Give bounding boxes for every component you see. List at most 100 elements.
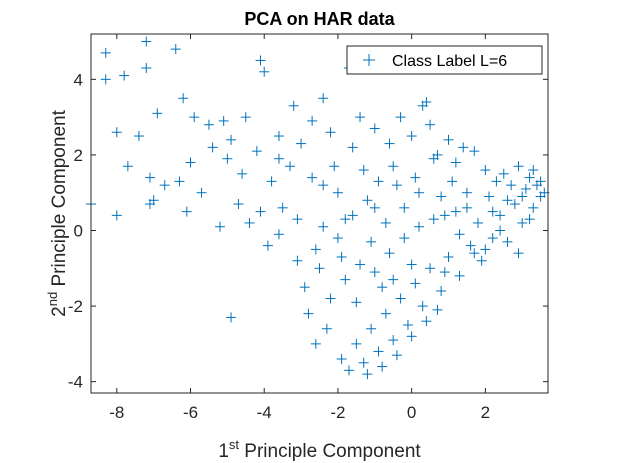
data-point [189,112,200,123]
data-point [454,270,465,281]
data-point [410,172,421,183]
data-point [181,206,192,217]
data-point [351,338,362,349]
data-point [259,66,270,77]
data-point [133,131,144,142]
x-tick-label: -4 [257,403,272,422]
data-point [528,202,539,213]
plot-area [91,34,548,393]
data-point [454,229,465,240]
axes-frame [90,33,549,394]
data-point [310,338,321,349]
data-point [285,161,296,172]
data-point [358,357,369,368]
data-point [266,176,277,187]
data-point [535,176,546,187]
data-point [458,142,469,153]
data-point [340,214,351,225]
data-point [421,316,432,327]
data-point [240,112,251,123]
data-point [524,214,535,225]
data-point [325,127,336,138]
data-point [399,202,410,213]
data-point [255,206,266,217]
data-point [310,244,321,255]
data-point [226,312,237,323]
data-point [119,70,130,81]
data-point [373,346,384,357]
data-point [443,134,454,145]
data-point [443,251,454,262]
data-point [277,202,288,213]
data-point [111,210,122,221]
y-tick-label: 4 [74,70,83,89]
data-point [321,323,332,334]
data-point [450,157,461,168]
data-point [513,248,524,259]
x-axis-label-sup: st [229,437,240,452]
y-axis-label-text: Principle Component [49,109,70,291]
data-point [506,180,517,191]
data-point [292,214,303,225]
data-point [255,55,266,66]
legend-marker [363,54,375,66]
axis-ticks: -8 -6 -4 -2 0 2 -4 -2 0 2 4 [68,34,548,422]
data-point [450,206,461,217]
data-point [178,93,189,104]
data-point [447,176,458,187]
data-point [222,153,233,164]
data-point [495,225,506,236]
x-axis-label: 1st Principle Component [218,437,421,462]
data-point [480,244,491,255]
data-point [340,274,351,285]
data-point [332,233,343,244]
data-point [226,134,237,145]
data-point [355,112,366,123]
x-axis-label-text: Principle Component [239,441,421,462]
data-point [355,259,366,270]
data-point [377,361,388,372]
data-point [288,100,299,111]
data-point [273,153,284,164]
y-tick-label: 0 [74,222,83,241]
data-point [336,251,347,262]
data-point [388,161,399,172]
data-point [237,168,248,179]
y-axis-label: 2nd Principle Component [45,109,70,316]
data-point [373,176,384,187]
data-point [469,248,480,259]
data-point [292,255,303,266]
data-point [174,176,185,187]
data-point [369,202,380,213]
data-point [307,172,318,183]
legend: Class Label L=6 [346,45,543,75]
data-point [502,236,513,247]
data-point [122,161,133,172]
data-point [498,168,509,179]
y-tick-label: 2 [74,146,83,165]
data-point [159,180,170,191]
data-point [214,221,225,232]
data-point [196,187,207,198]
data-point [332,187,343,198]
data-point [469,146,480,157]
data-point [262,240,273,251]
data-point [391,350,402,361]
data-point [362,369,373,380]
data-point [318,221,329,232]
data-point [432,149,443,160]
data-point [406,331,417,342]
data-point [528,165,539,176]
x-tick-label: 0 [407,403,416,422]
data-point [428,214,439,225]
data-point [395,293,406,304]
data-point [399,233,410,244]
data-point [347,142,358,153]
data-point [384,248,395,259]
data-point [296,138,307,149]
data-point [436,191,447,202]
data-point [417,301,428,312]
data-point [439,210,450,221]
data-point [170,44,181,55]
legend-marker-plus [363,54,375,66]
